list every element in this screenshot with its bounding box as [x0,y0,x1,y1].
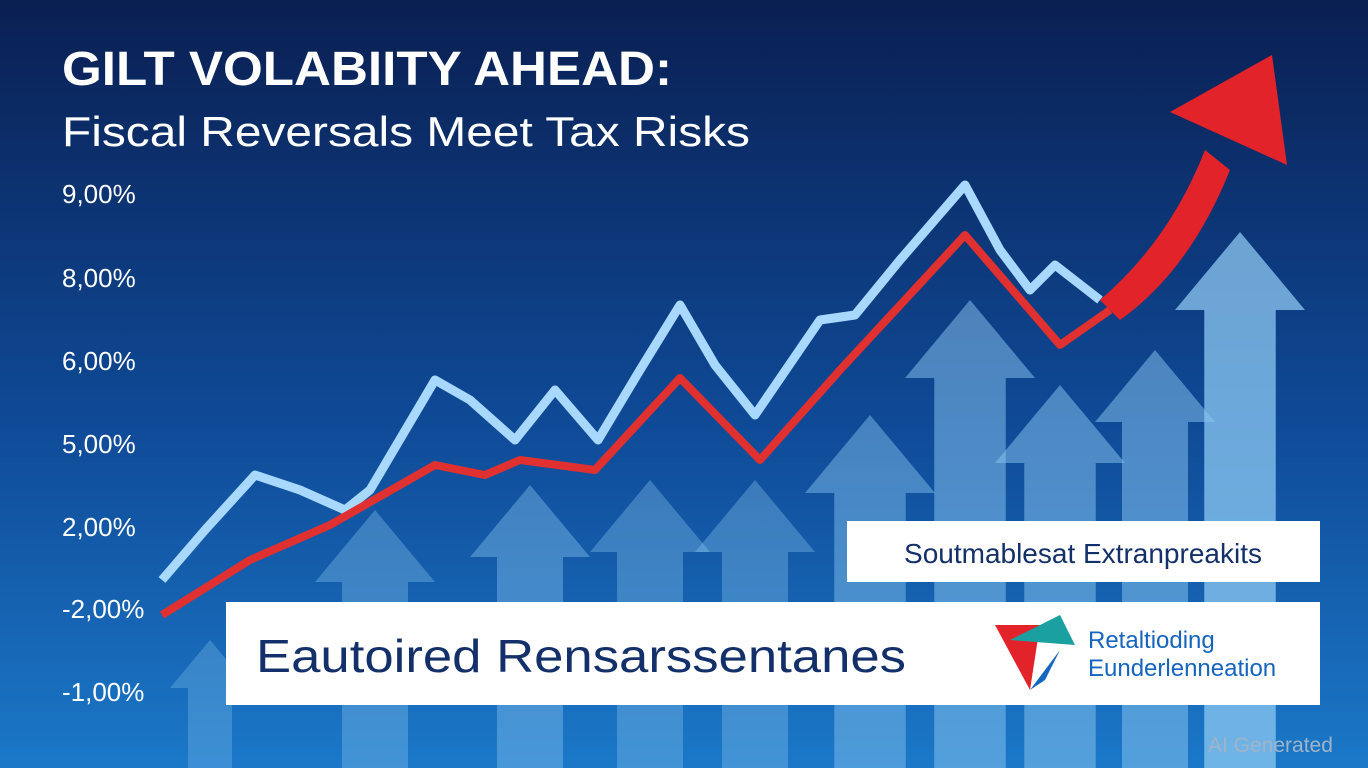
axis-labels: 9,00% 8,00% 6,00% 5,00% 2,00% -2,00% -1,00% [62,179,144,707]
subtitle: Fiscal Reversals Meet Tax Risks [62,108,750,155]
watermark: AI Generated [1208,734,1333,757]
banner-text: Eautoired Rensarssentanes [256,630,906,682]
axis-label: -2,00% [62,594,144,624]
light-line [158,180,1103,583]
axis-label: 5,00% [62,429,136,459]
axis-label: 6,00% [62,346,136,376]
axis-label: 2,00% [62,512,136,542]
red-line [159,231,1113,619]
callout-box [847,521,1320,582]
logo [995,615,1075,690]
logo-line: Eunderlenneation [1088,655,1276,682]
red-arrow [1100,150,1230,320]
axis-label: -1,00% [62,677,144,707]
axis-label: 8,00% [62,263,136,293]
red-arrowhead [1170,55,1287,165]
banner-box [226,602,1320,705]
title: GILT VOLABIITY AHEAD: [62,43,672,96]
logo-line: Retaltioding [1088,627,1215,654]
callout-text: Soutmablesat Extranpreakits [904,538,1262,569]
axis-label: 9,00% [62,179,136,209]
